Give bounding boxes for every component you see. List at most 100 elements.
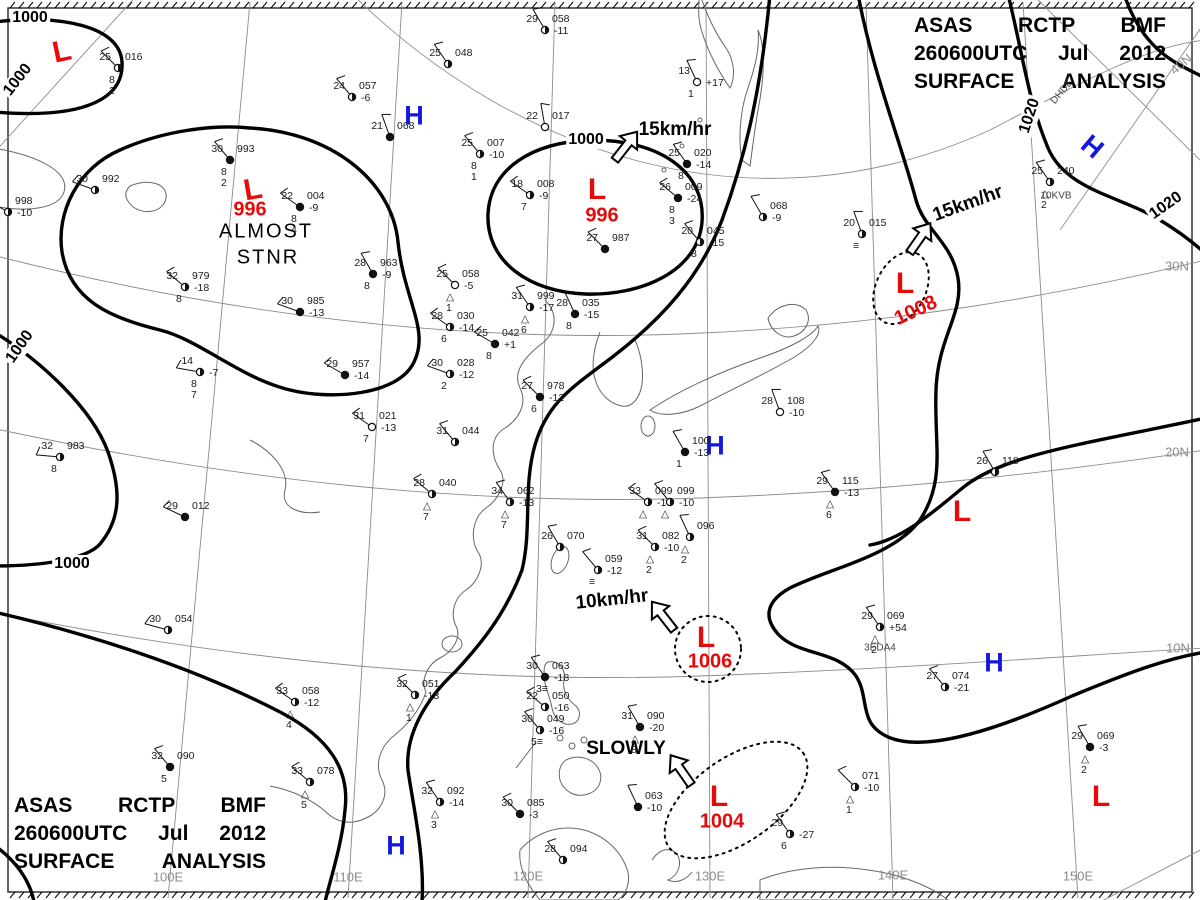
station-pressure: 009 [685,181,703,193]
station-pressure: 008 [537,178,555,190]
latitude-label: 20N [1165,444,1189,460]
cloud-cover-icon [340,370,350,380]
wind-barb-icon [437,263,460,290]
station-pressure: 987 [612,232,630,244]
station-tendency: -9 [539,190,549,202]
station-temp: 25 [476,327,488,339]
wind-barb-icon [433,41,453,69]
station-temp: 30 [211,143,223,155]
station-dewpoint: △ 6 [521,313,530,336]
wind-barb-icon [522,375,545,402]
station-tendency: -10 [679,497,695,509]
cloud-cover-icon [682,159,692,169]
station-pressure: 058 [462,268,480,280]
station-pressure: 090 [177,750,195,762]
station-temp: 14 [181,355,193,367]
station-tendency: -5 [464,280,474,292]
station-temp: 29 [816,475,828,487]
wind-barb-icon [547,524,565,552]
longitude-line-130e [705,1,711,899]
island [580,736,588,744]
station-tendency: -7 [209,367,219,379]
station-pressure: 054 [175,613,193,625]
station-pressure: 078 [317,765,335,777]
station-tendency: -20 [649,722,665,734]
station-temp: 25 [429,47,441,59]
cloud-cover-icon [540,672,550,682]
wind-barb-icon [100,46,123,73]
wind-barb-icon [352,407,377,432]
station-pressure: 035 [582,297,600,309]
station-pressure: 028 [457,357,475,369]
latitude-label: 10N [1166,640,1190,656]
station-temp: 29 [1071,730,1083,742]
station-temp: 32 [151,750,163,762]
isobar-1000-center-low [486,138,704,296]
station-pressure: 063 [645,790,663,802]
station-tendency: -16 [549,725,565,737]
wind-barb-icon [837,765,860,792]
small-text: 3EDA4 [864,642,896,654]
station-temp: 32 [166,270,178,282]
station-pressure: 100 [692,435,710,447]
hatch-border [9,1,1195,899]
dashed-low-1006 [674,615,742,683]
station-temp: 29 [326,358,338,370]
isobar-long-center [406,0,772,900]
longitude-label: 130E [694,868,726,884]
wind-barb-icon [0,206,13,217]
longitude-line-100e [167,1,251,899]
title-line-3: SURFACE ANALYSIS [14,850,266,873]
station-pressure: 992 [102,173,120,185]
station-dewpoint: 2 [441,380,447,392]
station-tendency: -10 [657,497,673,509]
wind-barb-icon [439,420,460,447]
station-tendency: -17 [539,302,555,314]
station-tendency: -15 [709,237,725,249]
isobar-label: 1000 [0,58,38,102]
station-temp: 30 [521,713,533,725]
wind-barb-icon [672,141,692,169]
station-dewpoint: △ 5 [301,788,310,811]
wind-barb-icon [524,708,545,735]
title-line-2: 260600UTC Jul 2012 [914,42,1166,65]
cloud-cover-icon [540,122,550,132]
station-pressure: 096 [697,520,715,532]
station-temp: 25 [436,268,448,280]
station-dewpoint: △ 7 [501,508,510,531]
cloud-cover-icon [600,244,610,254]
station-pressure: 017 [552,110,570,122]
station-dewpoint: 5≡ [531,736,543,748]
station-tendency: -15 [584,309,600,321]
station-pressure: 021 [379,410,397,422]
station-tendency: +17 [706,77,724,89]
movement-label: SLOWLY [586,738,666,759]
cloud-cover-icon [673,193,683,203]
pressure-value: 996 [233,198,267,221]
inland-contour [249,439,321,514]
wind-barb-icon [775,811,795,839]
station-pressure: 030 [457,310,475,322]
wind-barb-icon [587,227,610,254]
station-tendency: +54 [889,622,907,634]
cloud-cover-icon [535,392,545,402]
station-dewpoint: 8 3 [669,204,675,227]
movement-label: 15km/hr [929,181,1006,226]
wind-barb-icon [515,284,535,312]
isobar-label: 1020 [1015,94,1045,138]
island [556,734,564,742]
cloud-cover-icon [165,762,175,772]
station-temp: 28 [556,297,568,309]
station-tendency: -9 [772,212,782,224]
station-tendency: -10 [864,782,880,794]
station-dewpoint: 7 [521,201,527,213]
station-pressure: 115 [842,475,859,487]
station-pressure: 993 [237,143,255,155]
station-pressure: 082 [662,530,680,542]
low-center: L [49,33,75,70]
station-temp: 29 [771,817,783,829]
station-temp: 24 [333,80,345,92]
station-temp: 26 [659,181,671,193]
station-pressure: 058 [302,685,320,697]
